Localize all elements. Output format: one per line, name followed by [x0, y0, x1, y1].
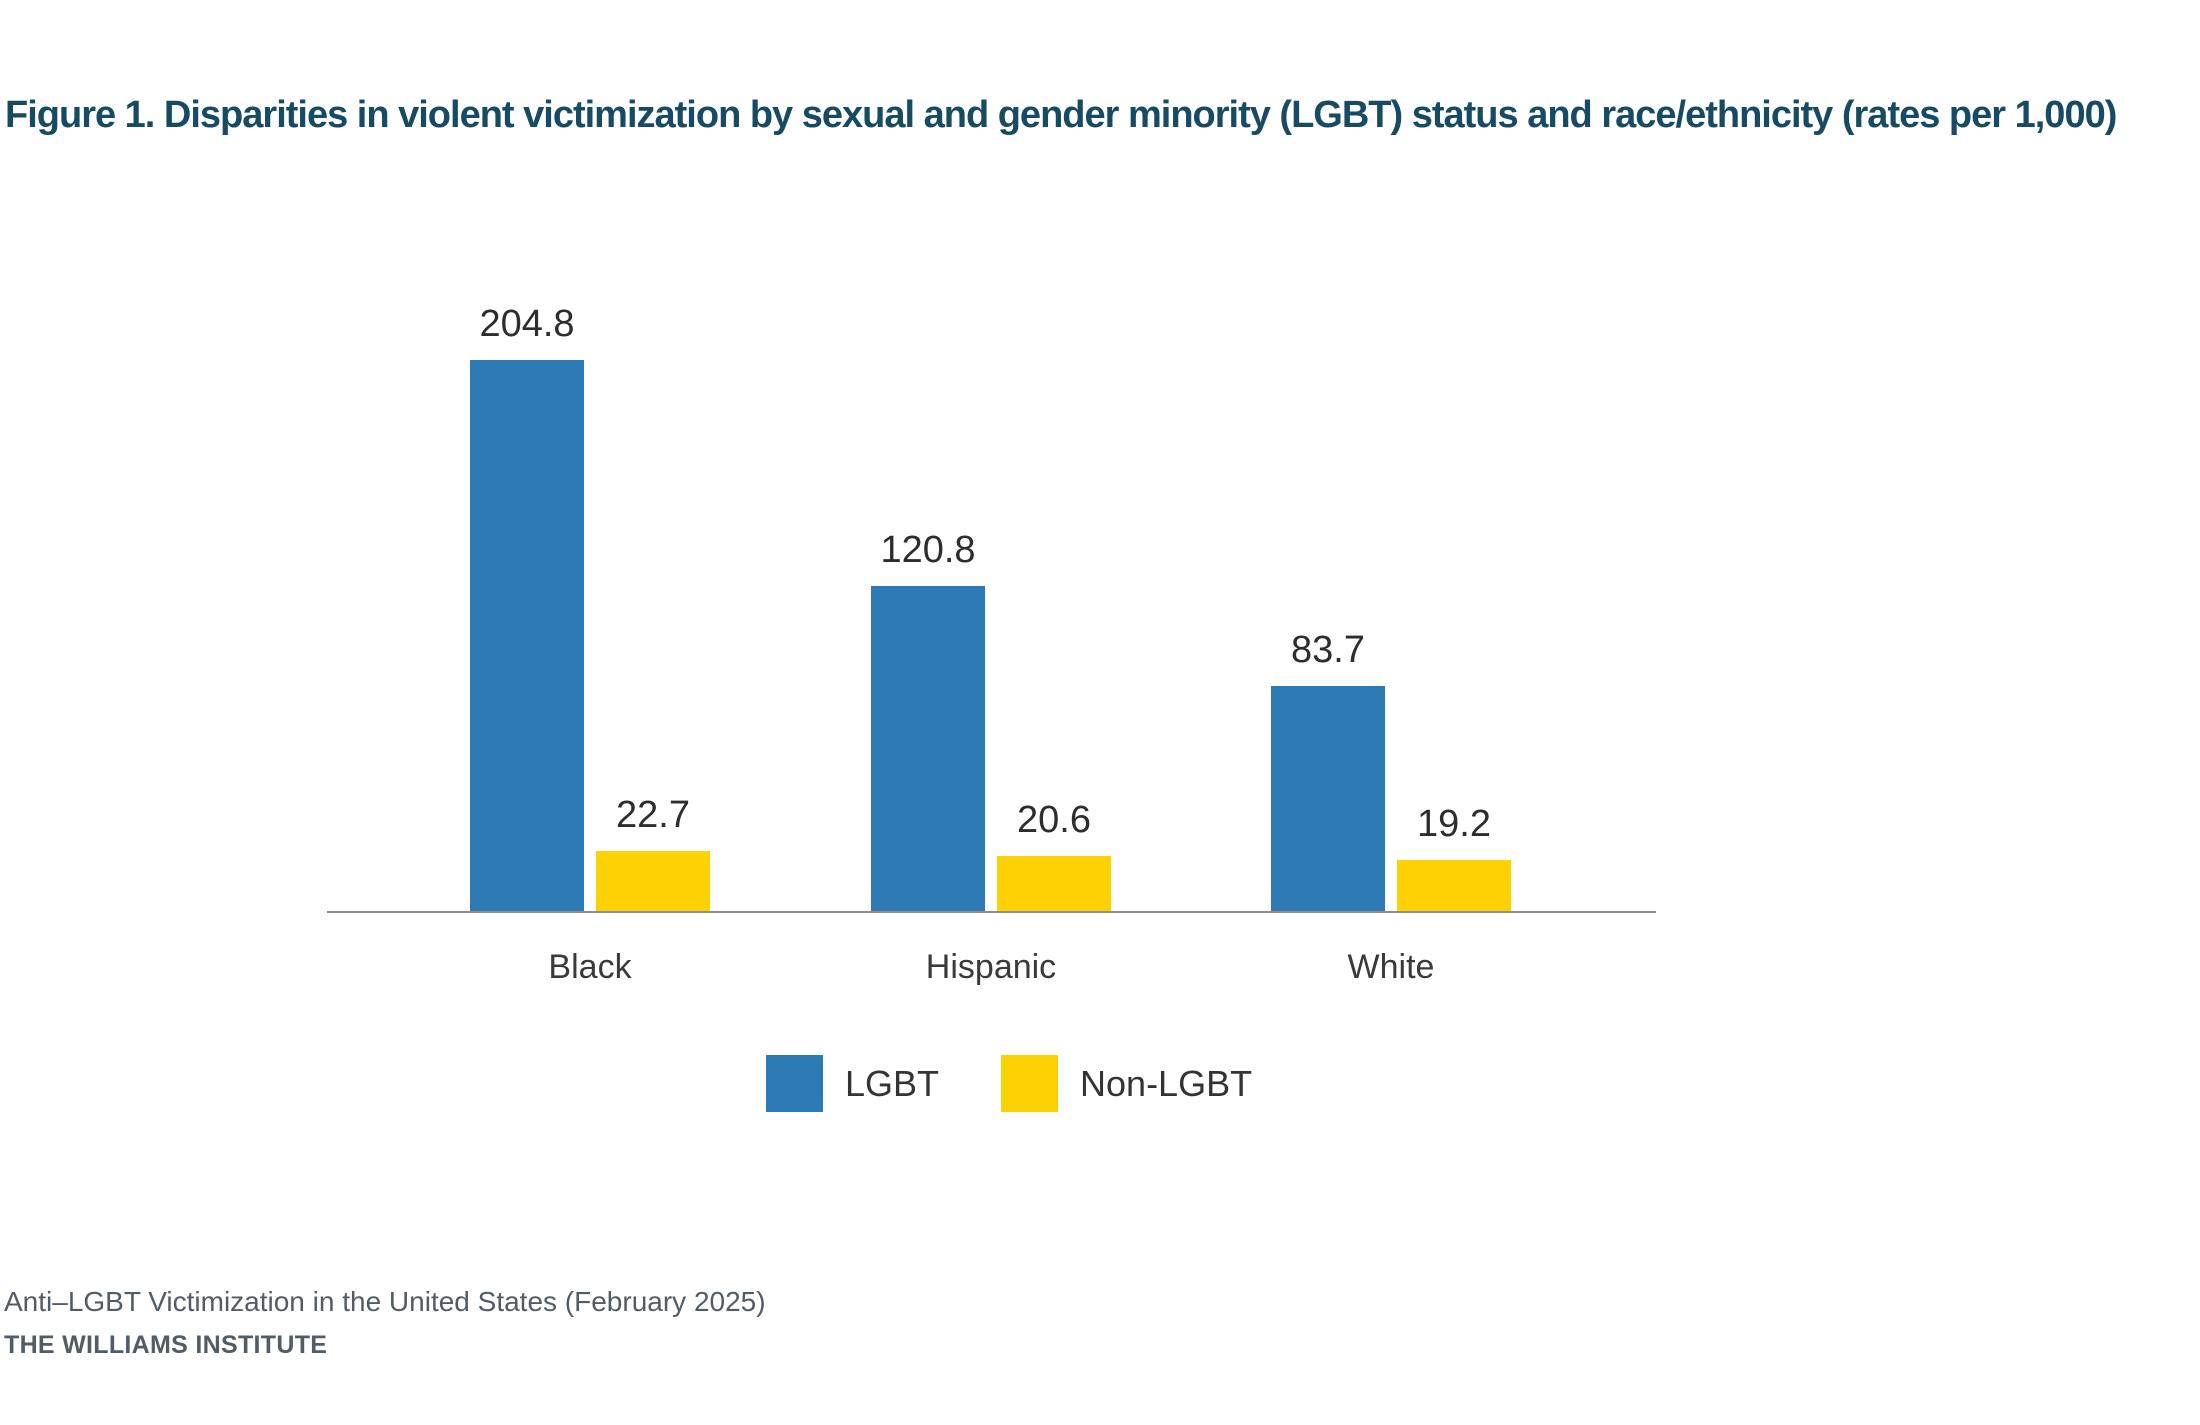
- bar-rect-nonlgbt: [997, 856, 1111, 912]
- bar-nonlgbt-white: 19.2: [1397, 803, 1511, 912]
- legend-label-nonlgbt: Non-LGBT: [1080, 1062, 1253, 1104]
- bar-nonlgbt-black: 22.7: [596, 794, 710, 912]
- bar-rect-nonlgbt: [596, 851, 710, 912]
- bar-rect-nonlgbt: [1397, 860, 1511, 912]
- legend-swatch-lgbt: [766, 1055, 823, 1112]
- bar-rect-lgbt: [871, 586, 985, 912]
- value-label: 120.8: [880, 529, 976, 571]
- bar-rect-lgbt: [470, 360, 584, 912]
- legend-label-lgbt: LGBT: [845, 1062, 940, 1104]
- value-label: 22.7: [616, 794, 690, 836]
- bar-lgbt-black: 204.8: [470, 303, 584, 912]
- bar-lgbt-hispanic: 120.8: [871, 529, 985, 912]
- chart-legend: LGBT Non-LGBT: [766, 1055, 1252, 1112]
- category-label-black: Black: [548, 948, 632, 986]
- category-label-hispanic: Hispanic: [925, 948, 1057, 986]
- bar-nonlgbt-hispanic: 20.6: [997, 799, 1111, 912]
- value-label: 20.6: [1017, 799, 1091, 841]
- category-label-white: White: [1347, 948, 1435, 986]
- bar-lgbt-white: 83.7: [1271, 629, 1385, 912]
- footer-org-name: THE WILLIAMS INSTITUTE: [4, 1331, 328, 1359]
- legend-swatch-nonlgbt: [1001, 1055, 1059, 1112]
- footer-source-line: Anti–LGBT Victimization in the United St…: [4, 1286, 766, 1317]
- legend-item-lgbt: LGBT: [766, 1055, 939, 1112]
- legend-item-nonlgbt: Non-LGBT: [1001, 1055, 1252, 1112]
- value-label: 204.8: [479, 303, 575, 345]
- value-label: 83.7: [1291, 629, 1365, 671]
- page-title: Figure 1. Disparities in violent victimi…: [5, 94, 2117, 137]
- value-label: 19.2: [1417, 803, 1491, 845]
- bar-rect-lgbt: [1271, 686, 1385, 912]
- x-axis-line: [327, 911, 1656, 913]
